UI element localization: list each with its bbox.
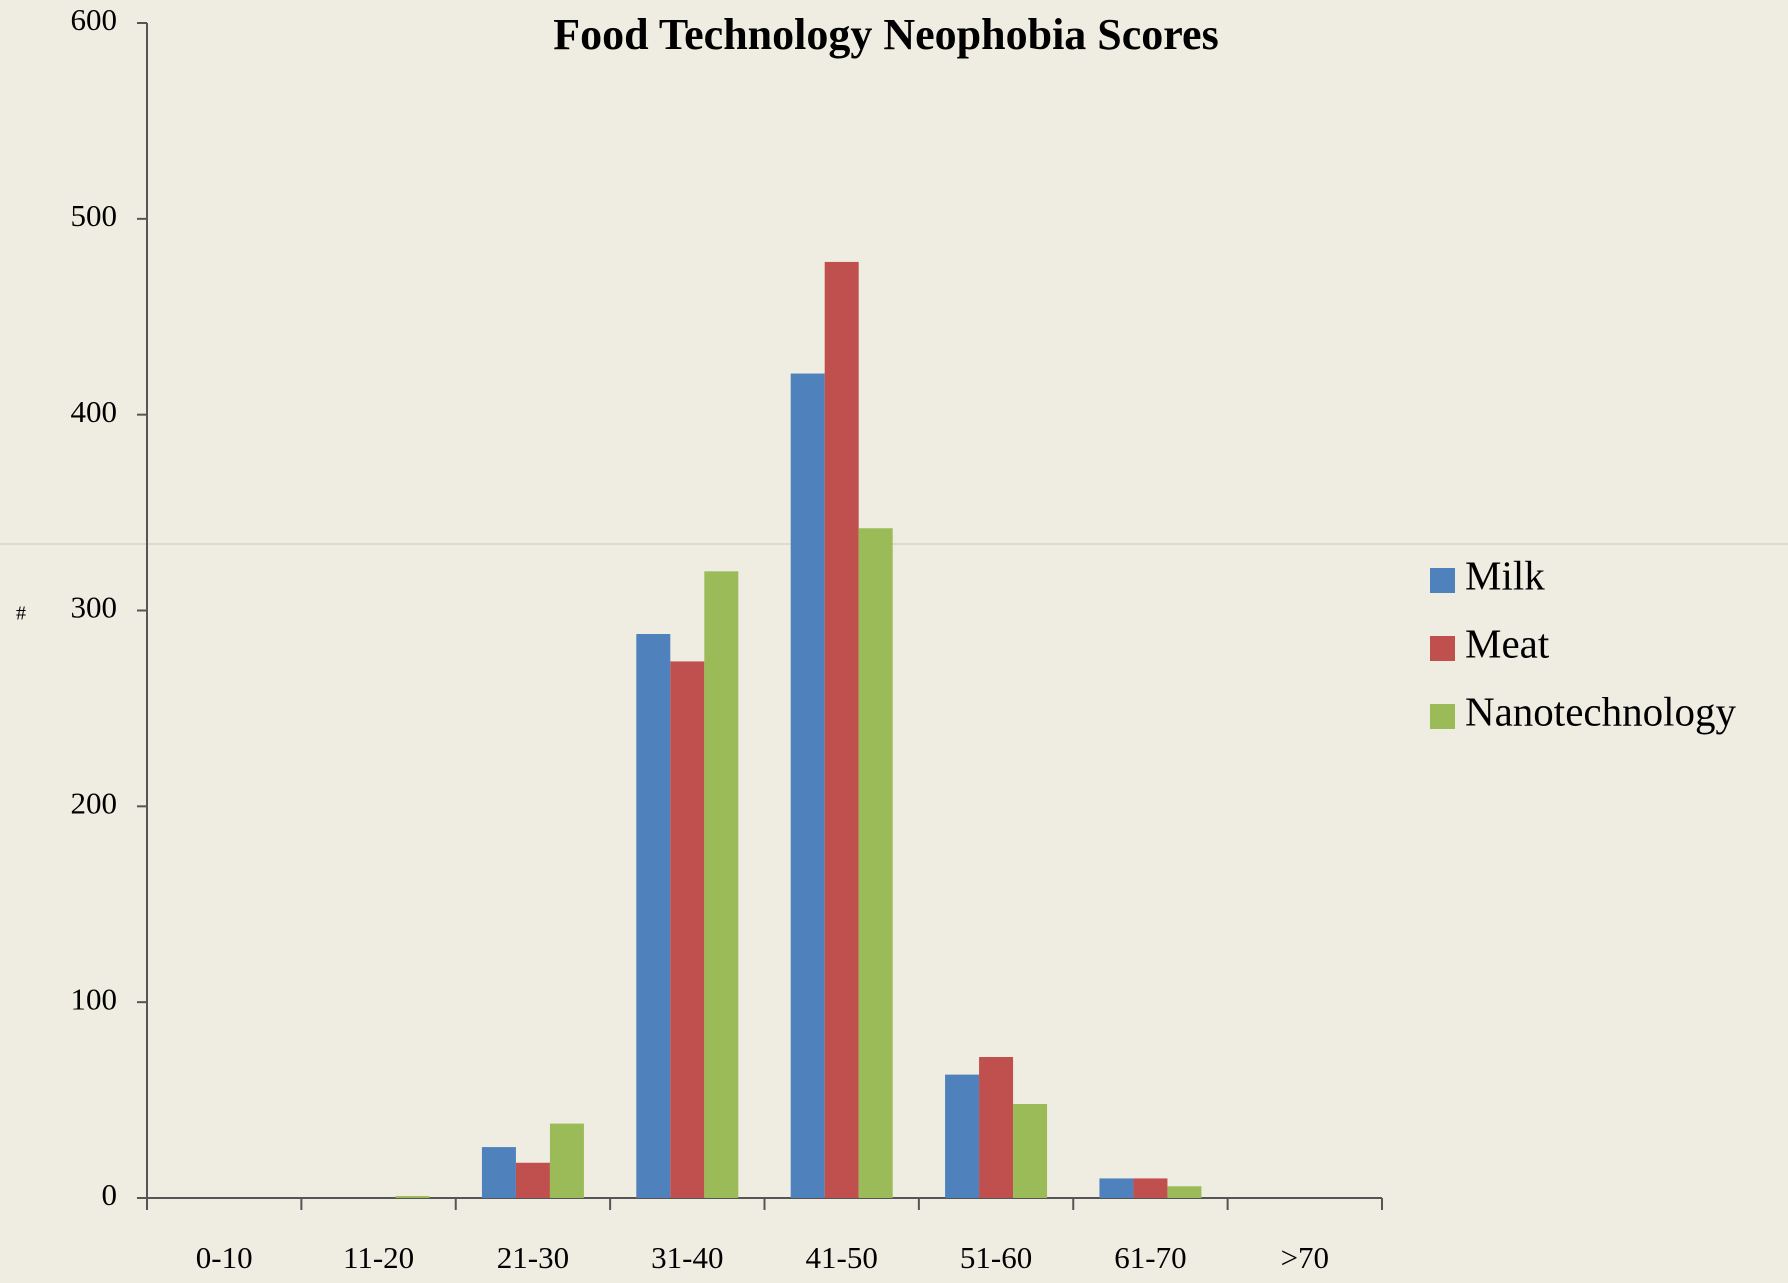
legend-label: Nanotechnology bbox=[1465, 688, 1736, 734]
bar bbox=[670, 661, 705, 1198]
legend-label: Milk bbox=[1465, 552, 1545, 598]
legend-swatch bbox=[1430, 568, 1455, 593]
x-tick-label: 61-70 bbox=[1114, 1240, 1186, 1275]
y-tick-label: 100 bbox=[71, 981, 118, 1016]
chart-title: Food Technology Neophobia Scores bbox=[553, 10, 1218, 59]
bar bbox=[1013, 1104, 1048, 1198]
bar bbox=[1099, 1178, 1134, 1198]
x-tick-label: 21-30 bbox=[497, 1240, 569, 1275]
x-tick-label: 31-40 bbox=[651, 1240, 723, 1275]
bar bbox=[395, 1196, 430, 1198]
x-tick-label: 0-10 bbox=[196, 1240, 253, 1275]
bar bbox=[704, 571, 739, 1198]
legend-label: Meat bbox=[1465, 620, 1550, 666]
x-tick-label: 51-60 bbox=[960, 1240, 1032, 1275]
y-tick-label: 0 bbox=[102, 1177, 118, 1212]
y-tick-label: 300 bbox=[71, 590, 118, 625]
legend-swatch bbox=[1430, 636, 1455, 661]
bar bbox=[858, 528, 893, 1198]
bar bbox=[790, 373, 825, 1199]
bar bbox=[1167, 1186, 1202, 1198]
y-tick-label: 200 bbox=[71, 785, 118, 820]
bar bbox=[549, 1123, 584, 1198]
bar bbox=[945, 1074, 980, 1198]
y-tick-label: 600 bbox=[71, 2, 118, 37]
legend-swatch bbox=[1430, 704, 1455, 729]
bar bbox=[1133, 1178, 1168, 1198]
x-tick-label: 11-20 bbox=[343, 1240, 414, 1275]
bar bbox=[979, 1057, 1014, 1198]
bar bbox=[824, 261, 859, 1199]
bar bbox=[636, 634, 671, 1198]
bar bbox=[481, 1147, 516, 1198]
y-axis-label: # bbox=[16, 603, 26, 625]
x-tick-label: 41-50 bbox=[806, 1240, 878, 1275]
bar bbox=[515, 1162, 550, 1198]
x-tick-label: >70 bbox=[1281, 1240, 1329, 1275]
y-tick-label: 400 bbox=[71, 394, 118, 429]
y-tick-label: 500 bbox=[71, 198, 118, 233]
